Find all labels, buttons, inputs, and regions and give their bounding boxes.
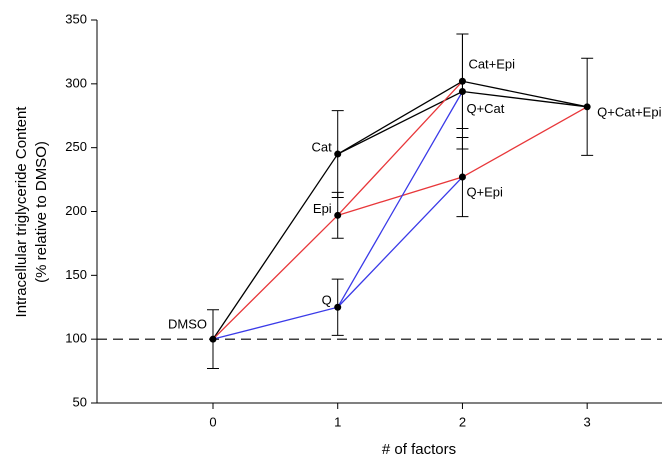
y-axis-label: Intracellular triglyceride Content (13, 106, 30, 318)
y-tick-label: 50 (73, 394, 87, 409)
data-point (334, 303, 342, 311)
y-tick-label: 100 (65, 331, 87, 346)
data-point (334, 150, 342, 158)
point-label: Cat+Epi (468, 57, 515, 72)
data-point (458, 87, 466, 95)
x-tick-label: 0 (209, 414, 216, 429)
point-label: Q+Cat+Epi (597, 104, 661, 119)
data-point (458, 173, 466, 181)
series-line (212, 80, 588, 340)
data-point (209, 335, 217, 343)
point-label: Q+Epi (466, 184, 503, 199)
y-tick-label: 200 (65, 203, 87, 218)
y-tick-label: 350 (65, 11, 87, 26)
y-tick-label: 250 (65, 139, 87, 154)
series-line (337, 176, 463, 308)
data-point (334, 211, 342, 219)
point-label: Q (322, 293, 332, 308)
point-label: Epi (313, 201, 332, 216)
point-label: Cat (311, 139, 332, 154)
y-axis-label: (% relative to DMSO) (33, 141, 50, 283)
x-tick-label: 2 (459, 414, 466, 429)
x-tick-label: 3 (584, 414, 591, 429)
y-tick-label: 300 (65, 75, 87, 90)
x-tick-label: 1 (334, 414, 341, 429)
y-tick-label: 150 (65, 267, 87, 282)
point-label: Q+Cat (466, 101, 504, 116)
x-axis-label: # of factors (382, 441, 456, 458)
point-label: DMSO (168, 317, 207, 332)
data-point (583, 103, 591, 111)
